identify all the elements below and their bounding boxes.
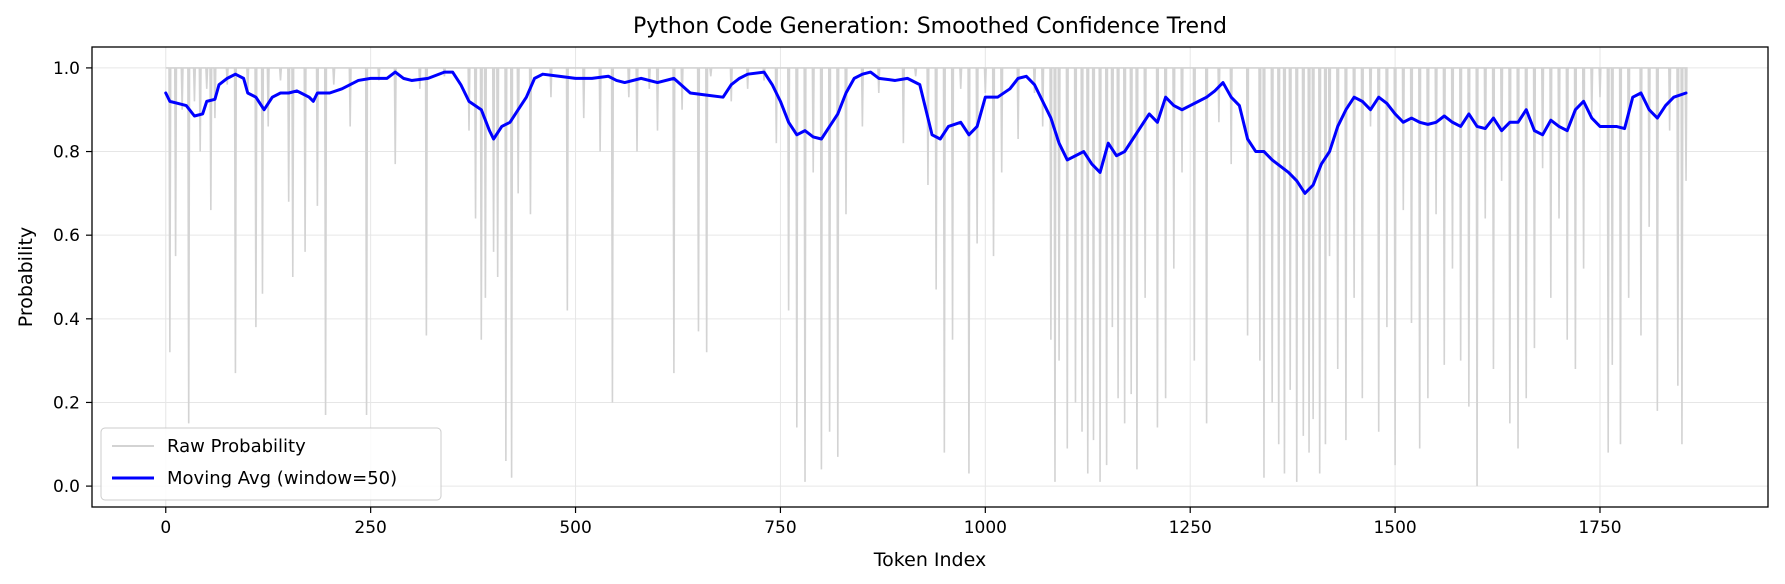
- raw-probability-series: [165, 67, 1688, 487]
- x-tick-label: 0: [160, 518, 171, 538]
- x-axis: 0 250 500 750 1000 1250 1500 1750: [160, 507, 1622, 538]
- y-tick-label: 0.6: [53, 226, 80, 246]
- raw-probability-line: [165, 67, 1688, 487]
- legend-raw-label: Raw Probability: [167, 436, 306, 457]
- y-tick-label: 0.4: [53, 310, 80, 330]
- y-axis-label: Probability: [15, 227, 37, 327]
- y-tick-label: 1.0: [53, 59, 80, 79]
- x-tick-label: 1250: [1169, 518, 1212, 538]
- x-tick-label: 500: [559, 518, 591, 538]
- y-tick-label: 0.8: [53, 143, 80, 163]
- legend: Raw Probability Moving Avg (window=50): [100, 427, 442, 501]
- x-tick-label: 250: [354, 518, 386, 538]
- legend-ma-label: Moving Avg (window=50): [167, 468, 397, 489]
- plot-frame: [91, 46, 1769, 508]
- y-tick-label: 0.0: [53, 477, 80, 497]
- chart-title: Python Code Generation: Smoothed Confide…: [633, 14, 1227, 39]
- x-tick-label: 750: [764, 518, 796, 538]
- x-tick-label: 1750: [1578, 518, 1621, 538]
- moving-average-line: [164, 70, 1688, 195]
- x-tick-label: 1000: [964, 518, 1007, 538]
- y-axis: 0.0 0.2 0.4 0.6 0.8 1.0: [53, 59, 92, 497]
- y-tick-label: 0.2: [53, 393, 80, 413]
- moving-average-series: [164, 70, 1688, 195]
- x-tick-label: 1500: [1373, 518, 1416, 538]
- x-axis-label: Token Index: [873, 549, 986, 571]
- legend-box: [100, 427, 442, 501]
